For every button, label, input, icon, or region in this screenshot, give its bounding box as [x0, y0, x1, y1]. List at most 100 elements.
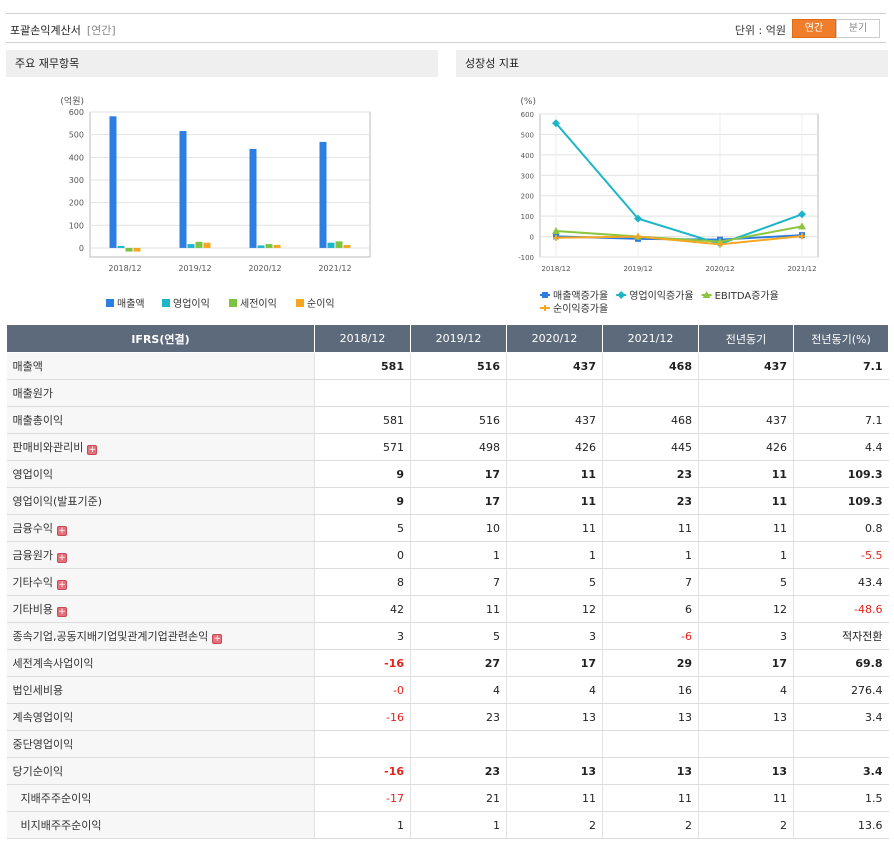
cell-value: 7.1: [793, 352, 889, 380]
row-label: 비지배주주순이익: [6, 811, 315, 839]
legend-swatch: [162, 299, 170, 307]
header-period[interactable]: 2018/12: [314, 324, 411, 353]
cell-value: 0.8: [793, 514, 889, 542]
cell-value: -48.6: [793, 595, 889, 623]
table-row: 금융수익 +5 10 11 11 11 0.8: [6, 514, 889, 542]
header-period[interactable]: 2021/12: [602, 324, 699, 353]
y-tick-label: 600: [521, 111, 534, 119]
expand-plus-icon[interactable]: +: [56, 580, 67, 590]
x-tick-label: 2020/12: [705, 265, 734, 273]
row-label-text: 기타비용: [12, 603, 53, 616]
header-period[interactable]: 2019/12: [410, 324, 507, 353]
cell-value: 4.4: [793, 433, 889, 461]
statement-title: 포괄손익계산서 [연간]: [10, 22, 116, 38]
cell-value: 17: [410, 460, 507, 488]
expand-plus-icon[interactable]: +: [56, 607, 67, 617]
cell-value: -17: [314, 784, 411, 812]
cell-value: 적자전환: [793, 622, 889, 650]
table-row: 매출액 581 516 437 468 437 7.1: [6, 352, 889, 380]
cell-value: [602, 379, 699, 407]
cell-value: 581: [314, 406, 411, 434]
cell-value: 1: [410, 541, 507, 569]
row-label-text: 종속기업,공동지배기업및관계기업관련손익: [12, 630, 209, 643]
growth-panel: 성장성 지표 -100 0 100 200 300 400 500 600 (%) 2018/12…: [456, 50, 888, 318]
cell-value: 27: [410, 649, 507, 677]
bar-매출액: [179, 131, 187, 248]
expand-plus-icon[interactable]: +: [56, 553, 67, 563]
tab-quarter[interactable]: 분기: [836, 19, 880, 38]
row-label-text: 매출총이익: [12, 414, 64, 427]
cell-value: 3.4: [793, 703, 889, 731]
bar-세전이익: [335, 241, 343, 248]
legend-marker: [617, 291, 626, 299]
expand-plus-icon[interactable]: +: [87, 445, 98, 455]
header-period[interactable]: 전년동기: [698, 324, 794, 353]
point-영업이익증가율: [798, 210, 806, 219]
cell-value: [506, 379, 603, 407]
legend-marker: [702, 291, 711, 298]
table-row: 법인세비용 -0 4 4 16 4 276.4: [6, 676, 889, 704]
table-row: 기타수익 +8 7 5 7 5 43.4: [6, 568, 889, 596]
point-EBITDA증가율: [798, 222, 806, 230]
row-label-text: 금융원가: [12, 549, 53, 562]
row-label: 기타수익 +: [6, 568, 315, 596]
y-tick-label: -100: [518, 254, 534, 262]
cell-value: 12: [698, 595, 794, 623]
cell-value: 11: [698, 460, 794, 488]
expand-plus-icon[interactable]: +: [56, 526, 67, 536]
header-period[interactable]: 전년동기(%): [793, 324, 889, 353]
cell-value: 23: [602, 460, 699, 488]
growth-title: 성장성 지표: [456, 50, 888, 77]
legend-label: EBITDA증가율: [715, 290, 779, 302]
header-period[interactable]: 2020/12: [506, 324, 603, 353]
cell-value: [793, 730, 889, 758]
table-row: 영업이익 9 17 11 23 11 109.3: [6, 460, 889, 488]
row-label: 판매비와관리비 +: [6, 433, 315, 461]
cell-value: 11: [698, 514, 794, 542]
cell-value: 437: [698, 352, 794, 380]
cell-value: 23: [410, 757, 507, 785]
point-EBITDA증가율: [552, 227, 560, 235]
y-tick-label: 100: [69, 221, 84, 230]
y-tick-label: 300: [521, 172, 534, 180]
row-label-text: 계속영업이익: [12, 711, 74, 724]
cell-value: 9: [314, 460, 411, 488]
cell-value: 3: [506, 622, 603, 650]
cell-value: 276.4: [793, 676, 889, 704]
statement-period-label: [연간]: [86, 24, 116, 37]
cell-value: 1: [410, 811, 507, 839]
cell-value: 516: [410, 406, 507, 434]
legend-swatch: [296, 299, 304, 307]
point-순이익증가율: [635, 233, 641, 240]
row-label-text: 법인세비용: [12, 684, 64, 697]
cell-value: 5: [410, 622, 507, 650]
growth-chart: -100 0 100 200 300 400 500 600 (%) 2018/12 2019/12…: [518, 97, 819, 315]
row-label: 지배주주순이익: [6, 784, 315, 812]
cell-value: 13.6: [793, 811, 889, 839]
cell-value: 42: [314, 595, 411, 623]
cell-value: 109.3: [793, 460, 889, 488]
row-label-text: 세전계속사업이익: [12, 657, 94, 670]
cell-value: 1: [602, 541, 699, 569]
legend-swatch: [229, 299, 237, 307]
bar-매출액: [319, 141, 327, 248]
cell-value: [410, 730, 507, 758]
cell-value: 5: [314, 514, 411, 542]
y-axis-label: (%): [520, 97, 536, 107]
row-label: 종속기업,공동지배기업및관계기업관련손익 +: [6, 622, 315, 650]
legend-label: 영업이익증가율: [629, 289, 693, 302]
expand-plus-icon[interactable]: +: [212, 634, 223, 644]
key-financials-title: 주요 재무항목: [6, 50, 438, 77]
point-순이익증가율: [717, 241, 723, 248]
tab-annual[interactable]: 연간: [792, 19, 836, 38]
cell-value: 43.4: [793, 568, 889, 596]
cell-value: 13: [506, 703, 603, 731]
table-header-row: IFRS(연결) 2018/12 2019/12 2020/12 2021/12 전년동기…: [6, 324, 889, 353]
cell-value: 516: [410, 352, 507, 380]
table-row: 판매비와관리비 +571 498 426 445 426 4.4: [6, 433, 889, 461]
cell-value: [506, 730, 603, 758]
y-tick-label: 100: [521, 213, 534, 221]
y-tick-label: 500: [521, 131, 534, 139]
bar-영업이익: [187, 244, 195, 248]
cell-value: 468: [602, 406, 699, 434]
